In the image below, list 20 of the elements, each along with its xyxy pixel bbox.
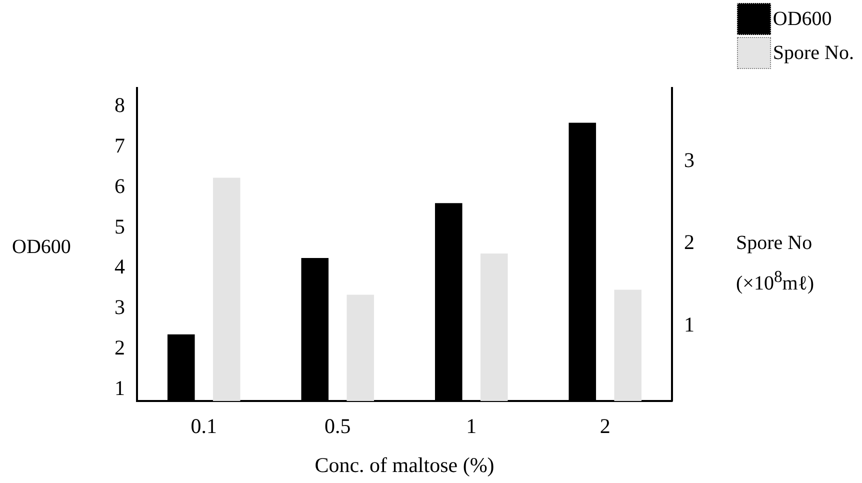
y-axis-title: OD600 [12, 235, 71, 260]
x-tick-label: 1 [466, 414, 477, 438]
y-tick-label: 7 [114, 133, 125, 158]
x-tick-label: 0.1 [190, 414, 217, 438]
y-tick-label: 4 [114, 254, 126, 279]
y2-tick-label: 2 [684, 230, 694, 254]
y2-tick-label: 1 [684, 312, 694, 337]
y-tick-label: 5 [114, 214, 125, 238]
legend-label: Spore No. [772, 42, 854, 64]
x-tick-label: 0.5 [324, 414, 351, 438]
y-tick-label: 2 [114, 335, 125, 360]
legend-label: OD600 [772, 8, 832, 30]
x-tick-label: 2 [600, 414, 610, 438]
y-tick-label: 6 [114, 174, 125, 198]
y-tick-label: 1 [114, 376, 125, 400]
y-tick-label: 8 [114, 93, 125, 118]
x-axis-title: Conc. of maltose (%) [314, 452, 494, 477]
y-tick-label: 3 [114, 295, 125, 320]
y2-tick-label: 3 [684, 148, 694, 172]
y2-axis-title: Spore No (×10$^{8}$mℓ) [736, 231, 814, 297]
